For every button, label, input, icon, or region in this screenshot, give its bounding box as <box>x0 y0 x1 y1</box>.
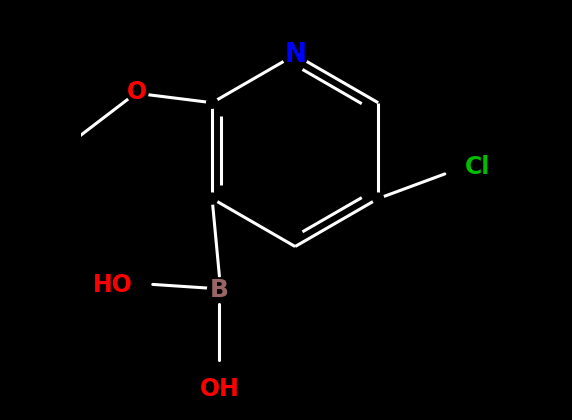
Text: B: B <box>210 278 229 302</box>
Text: Cl: Cl <box>465 155 490 178</box>
Circle shape <box>126 81 148 103</box>
Text: N: N <box>284 42 306 68</box>
Circle shape <box>208 278 231 302</box>
Circle shape <box>206 193 217 204</box>
Text: HO: HO <box>93 273 133 297</box>
Circle shape <box>206 97 217 108</box>
Circle shape <box>373 193 384 204</box>
Text: O: O <box>127 80 148 104</box>
Text: OH: OH <box>200 377 239 401</box>
Circle shape <box>283 42 308 68</box>
